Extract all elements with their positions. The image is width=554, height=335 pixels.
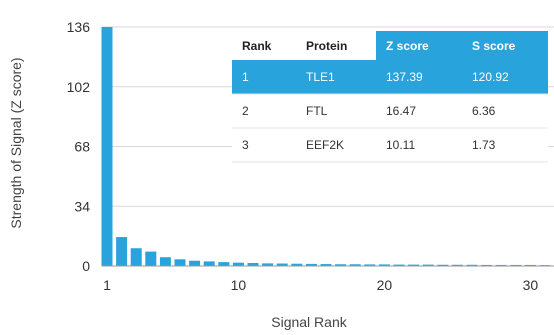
bar <box>101 27 113 266</box>
table-header-highlight <box>376 31 462 60</box>
y-tick-label: 68 <box>74 139 90 155</box>
bar <box>116 237 128 266</box>
bar <box>262 263 274 266</box>
y-tick-label: 0 <box>82 258 90 274</box>
bar <box>335 264 347 266</box>
bar <box>364 264 376 266</box>
bar <box>218 262 230 266</box>
bar <box>481 264 493 266</box>
bar <box>510 264 522 266</box>
bar <box>349 264 361 266</box>
table-header-cell: Z score <box>386 39 429 53</box>
bar <box>276 263 288 266</box>
table-cell: 3 <box>242 138 249 152</box>
bar <box>232 262 244 266</box>
x-tick-label: 20 <box>377 277 393 293</box>
axes: Strength of Signal (Z score) Signal Rank… <box>8 19 554 330</box>
table-cell: 10.11 <box>386 138 415 152</box>
table-cell: 6.36 <box>472 104 496 118</box>
bar <box>174 259 186 266</box>
y-tick-label: 136 <box>67 19 91 35</box>
bar <box>145 251 157 266</box>
bar <box>378 264 390 266</box>
table-row-highlight <box>232 60 548 94</box>
table-cell: 120.92 <box>472 70 509 84</box>
bar <box>422 264 434 266</box>
bar <box>305 263 317 266</box>
x-tick-label: 1 <box>103 277 111 293</box>
bar <box>203 261 215 266</box>
table-cell: EEF2K <box>306 138 344 152</box>
ranking-table: Rank Protein Z score S score 1 TLE1 137.39 120.… <box>232 31 548 163</box>
x-tick-label: 10 <box>231 277 247 293</box>
table-cell: 137.39 <box>386 70 423 84</box>
table-header-highlight <box>462 31 548 60</box>
table-cell: 1 <box>242 70 249 84</box>
bars <box>101 27 551 266</box>
table-cell: 2 <box>242 104 249 118</box>
bar <box>495 264 507 266</box>
bar <box>291 263 303 266</box>
table-cell: 16.47 <box>386 104 416 118</box>
bar <box>451 264 463 266</box>
table-cell: 1.73 <box>472 138 496 152</box>
x-axis-label: Signal Rank <box>271 314 347 330</box>
bar <box>437 264 449 266</box>
bar <box>408 264 420 266</box>
table-header-cell: Rank <box>242 39 272 53</box>
bar <box>189 260 201 266</box>
bar <box>393 264 405 266</box>
table-header-cell: Protein <box>306 39 347 53</box>
bar <box>159 257 171 266</box>
bar <box>130 248 142 266</box>
bar <box>247 263 259 266</box>
bar <box>320 264 332 266</box>
bar <box>466 264 478 266</box>
y-tick-label: 34 <box>74 198 90 214</box>
y-axis-label: Strength of Signal (Z score) <box>8 57 24 228</box>
y-tick-label: 102 <box>67 79 91 95</box>
table-cell: TLE1 <box>306 70 335 84</box>
bar <box>524 264 536 266</box>
x-tick-label: 30 <box>523 277 539 293</box>
table-cell: FTL <box>306 104 328 118</box>
table-header-cell: S score <box>472 39 516 53</box>
